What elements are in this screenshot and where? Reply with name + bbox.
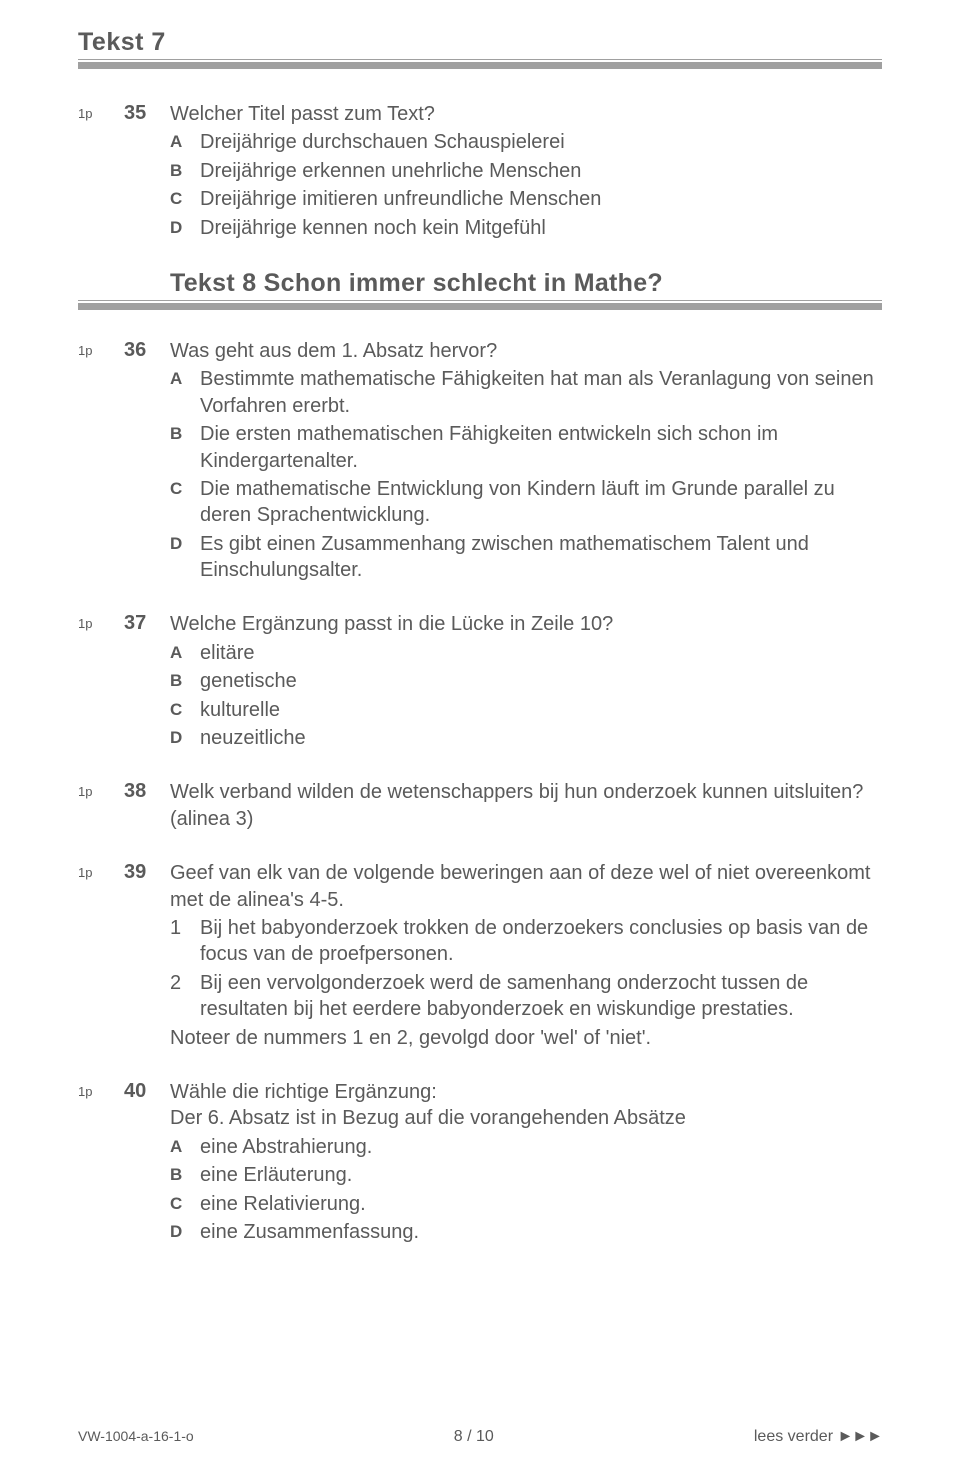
option-text: Dreijährige durchschauen Schauspielerei — [200, 129, 882, 155]
option-text: Die ersten mathematischen Fähigkeiten en… — [200, 421, 882, 474]
option-key: C — [170, 476, 200, 529]
option-c: CDie mathematische Entwicklung von Kinde… — [170, 476, 882, 529]
question-38: 1p 38 Welk verband wilden de wetenschapp… — [78, 779, 882, 832]
question-body: Welk verband wilden de wetenschappers bi… — [170, 779, 882, 832]
section-heading-tekst8: Tekst 8 Schon immer schlecht in Mathe? — [170, 269, 882, 298]
question-39: 1p 39 Geef van elk van de volgende bewer… — [78, 860, 882, 1051]
question-body: Was geht aus dem 1. Absatz hervor? ABest… — [170, 338, 882, 584]
option-a: ABestimmte mathematische Fähigkeiten hat… — [170, 366, 882, 419]
sub-key: 2 — [170, 970, 200, 1023]
sub-text: Bij het babyonderzoek trokken de onderzo… — [200, 915, 882, 968]
option-key: D — [170, 531, 200, 584]
option-key: B — [170, 421, 200, 474]
option-text: kulturelle — [200, 697, 882, 723]
option-key: A — [170, 640, 200, 666]
option-text: Dreijährige erkennen unehrliche Menschen — [200, 158, 882, 184]
option-b: BDreijährige erkennen unehrliche Mensche… — [170, 158, 882, 184]
option-key: B — [170, 158, 200, 184]
question-body: Welcher Titel passt zum Text? ADreijähri… — [170, 101, 882, 241]
option-a: ADreijährige durchschauen Schauspielerei — [170, 129, 882, 155]
question-stem: Welche Ergänzung passt in die Lücke in Z… — [170, 611, 882, 637]
question-35: 1p 35 Welcher Titel passt zum Text? ADre… — [78, 101, 882, 241]
option-c: CDreijährige imitieren unfreundliche Men… — [170, 186, 882, 212]
option-key: C — [170, 186, 200, 212]
sub-text: Bij een vervolgonderzoek werd de samenha… — [200, 970, 882, 1023]
option-text: Bestimmte mathematische Fähigkeiten hat … — [200, 366, 882, 419]
option-key: A — [170, 129, 200, 155]
question-body: Wähle die richtige Ergänzung: Der 6. Abs… — [170, 1079, 882, 1245]
points-label: 1p — [78, 611, 124, 751]
points-label: 1p — [78, 1079, 124, 1245]
option-d: DEs gibt einen Zusammenhang zwischen mat… — [170, 531, 882, 584]
option-text: neuzeitliche — [200, 725, 882, 751]
question-tail: Noteer de nummers 1 en 2, gevolgd door '… — [170, 1025, 882, 1051]
option-key: B — [170, 668, 200, 694]
footer-continue-text: lees verder — [754, 1428, 838, 1445]
question-number: 39 — [124, 860, 170, 1051]
question-stem: Welcher Titel passt zum Text? — [170, 101, 882, 127]
divider — [78, 59, 882, 73]
question-stem: Was geht aus dem 1. Absatz hervor? — [170, 338, 882, 364]
question-number: 40 — [124, 1079, 170, 1245]
question-37: 1p 37 Welche Ergänzung passt in die Lück… — [78, 611, 882, 751]
footer-doc-id: VW-1004-a-16-1-o — [78, 1428, 194, 1444]
option-text: Dreijährige kennen noch kein Mitgefühl — [200, 215, 882, 241]
question-body: Geef van elk van de volgende beweringen … — [170, 860, 882, 1051]
question-stem-line2: Der 6. Absatz ist in Bezug auf die voran… — [170, 1105, 882, 1131]
option-text: genetische — [200, 668, 882, 694]
option-key: C — [170, 1191, 200, 1217]
points-label: 1p — [78, 860, 124, 1051]
option-text: eine Zusammenfassung. — [200, 1219, 882, 1245]
question-number: 36 — [124, 338, 170, 584]
page-footer: VW-1004-a-16-1-o 8 / 10 lees verder ►►► — [78, 1428, 882, 1446]
option-key: A — [170, 366, 200, 419]
option-c: Ckulturelle — [170, 697, 882, 723]
question-body: Welche Ergänzung passt in die Lücke in Z… — [170, 611, 882, 751]
option-key: D — [170, 215, 200, 241]
points-label: 1p — [78, 101, 124, 241]
option-b: BDie ersten mathematischen Fähigkeiten e… — [170, 421, 882, 474]
points-label: 1p — [78, 338, 124, 584]
option-c: Ceine Relativierung. — [170, 1191, 882, 1217]
question-stem: Welk verband wilden de wetenschappers bi… — [170, 779, 882, 832]
option-a: Aelitäre — [170, 640, 882, 666]
option-key: D — [170, 725, 200, 751]
option-b: Beine Erläuterung. — [170, 1162, 882, 1188]
question-number: 38 — [124, 779, 170, 832]
option-text: Die mathematische Entwicklung von Kinder… — [200, 476, 882, 529]
question-36: 1p 36 Was geht aus dem 1. Absatz hervor?… — [78, 338, 882, 584]
option-text: eine Erläuterung. — [200, 1162, 882, 1188]
question-number: 37 — [124, 611, 170, 751]
option-key: B — [170, 1162, 200, 1188]
option-a: Aeine Abstrahierung. — [170, 1134, 882, 1160]
question-stem: Wähle die richtige Ergänzung: — [170, 1079, 882, 1105]
sub-item-1: 1Bij het babyonderzoek trokken de onderz… — [170, 915, 882, 968]
question-40: 1p 40 Wähle die richtige Ergänzung: Der … — [78, 1079, 882, 1245]
option-d: DDreijährige kennen noch kein Mitgefühl — [170, 215, 882, 241]
option-key: D — [170, 1219, 200, 1245]
sub-item-2: 2Bij een vervolgonderzoek werd de samenh… — [170, 970, 882, 1023]
points-label: 1p — [78, 779, 124, 832]
option-text: Es gibt einen Zusammenhang zwischen math… — [200, 531, 882, 584]
footer-page-number: 8 / 10 — [454, 1428, 494, 1446]
option-text: eine Abstrahierung. — [200, 1134, 882, 1160]
footer-continue: lees verder ►►► — [754, 1428, 882, 1446]
option-key: A — [170, 1134, 200, 1160]
question-stem: Geef van elk van de volgende beweringen … — [170, 860, 882, 913]
section-heading-tekst7: Tekst 7 — [78, 28, 882, 57]
arrow-icon: ►►► — [837, 1428, 882, 1445]
option-text: elitäre — [200, 640, 882, 666]
divider — [78, 300, 882, 314]
option-key: C — [170, 697, 200, 723]
sub-key: 1 — [170, 915, 200, 968]
option-b: Bgenetische — [170, 668, 882, 694]
option-text: Dreijährige imitieren unfreundliche Mens… — [200, 186, 882, 212]
option-d: Dneuzeitliche — [170, 725, 882, 751]
option-d: Deine Zusammenfassung. — [170, 1219, 882, 1245]
option-text: eine Relativierung. — [200, 1191, 882, 1217]
question-number: 35 — [124, 101, 170, 241]
